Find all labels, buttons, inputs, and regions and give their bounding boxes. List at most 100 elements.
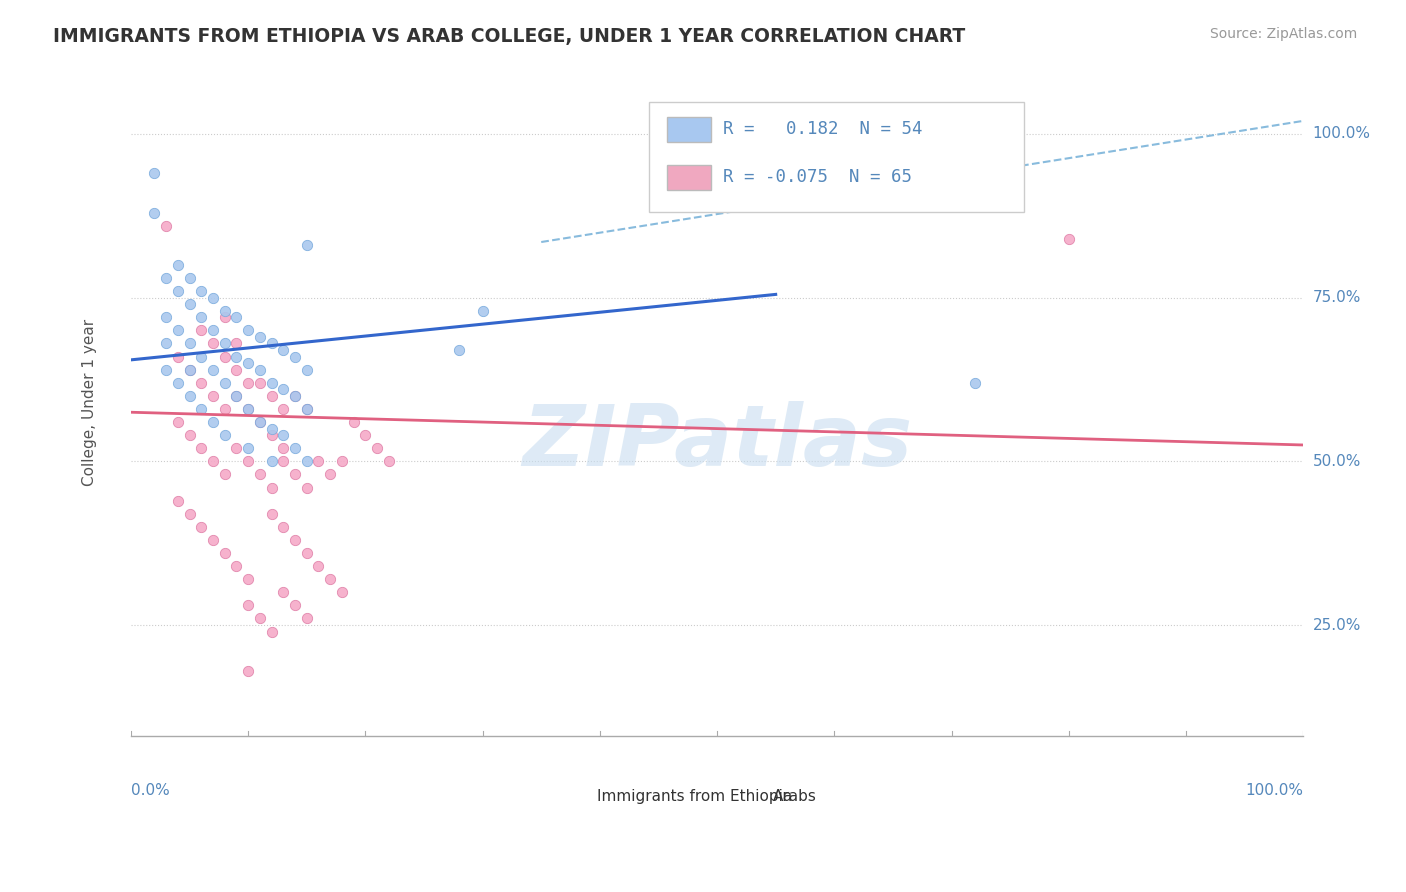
Point xyxy=(166,415,188,429)
Point xyxy=(201,454,224,468)
Point xyxy=(238,442,260,456)
Point xyxy=(284,350,307,364)
Point xyxy=(155,310,177,325)
Point xyxy=(471,303,494,318)
Text: 100.0%: 100.0% xyxy=(1313,127,1371,142)
Text: 100.0%: 100.0% xyxy=(1246,783,1303,798)
Point xyxy=(319,467,342,482)
Point xyxy=(284,442,307,456)
Point xyxy=(155,271,177,285)
Point xyxy=(190,376,212,390)
Point xyxy=(238,323,260,337)
Point xyxy=(166,350,188,364)
Point xyxy=(201,389,224,403)
Point xyxy=(214,303,236,318)
Point xyxy=(155,219,177,233)
Point xyxy=(166,323,188,337)
Point xyxy=(260,481,283,495)
Point xyxy=(238,572,260,586)
Point xyxy=(179,428,201,442)
Point xyxy=(225,336,247,351)
Point xyxy=(284,389,307,403)
Point xyxy=(179,336,201,351)
Point xyxy=(1057,232,1080,246)
Point xyxy=(190,284,212,298)
Point xyxy=(295,401,318,416)
Point xyxy=(179,297,201,311)
Point xyxy=(249,330,271,344)
Point xyxy=(249,362,271,376)
Point xyxy=(260,376,283,390)
FancyBboxPatch shape xyxy=(666,165,711,190)
Text: ZIPatlas: ZIPatlas xyxy=(522,401,912,484)
Point xyxy=(260,507,283,521)
Point xyxy=(284,467,307,482)
Text: Arabs: Arabs xyxy=(773,789,817,804)
Point xyxy=(179,362,201,376)
Point xyxy=(201,415,224,429)
FancyBboxPatch shape xyxy=(738,789,763,808)
Point xyxy=(214,376,236,390)
Point xyxy=(238,454,260,468)
Point xyxy=(225,389,247,403)
Point xyxy=(273,442,295,456)
Point xyxy=(214,546,236,560)
Point xyxy=(155,362,177,376)
Point xyxy=(366,442,388,456)
Point xyxy=(201,362,224,376)
Point xyxy=(249,415,271,429)
Point xyxy=(214,350,236,364)
Point xyxy=(295,546,318,560)
Point xyxy=(295,238,318,252)
Point xyxy=(273,343,295,357)
Point xyxy=(214,428,236,442)
Point xyxy=(295,611,318,625)
Point xyxy=(166,258,188,272)
Point xyxy=(319,572,342,586)
Text: R =   0.182  N = 54: R = 0.182 N = 54 xyxy=(723,120,922,137)
Point xyxy=(343,415,366,429)
Text: Immigrants from Ethiopia: Immigrants from Ethiopia xyxy=(598,789,793,804)
Point xyxy=(249,467,271,482)
Point xyxy=(214,310,236,325)
Point xyxy=(249,611,271,625)
Point xyxy=(449,343,471,357)
Point xyxy=(295,454,318,468)
Point xyxy=(225,310,247,325)
Text: 50.0%: 50.0% xyxy=(1313,454,1361,469)
Point xyxy=(179,389,201,403)
Point xyxy=(330,585,353,599)
Point xyxy=(166,376,188,390)
Point xyxy=(330,454,353,468)
Point xyxy=(238,401,260,416)
Point xyxy=(354,428,377,442)
FancyBboxPatch shape xyxy=(562,789,588,808)
Point xyxy=(273,454,295,468)
Point xyxy=(284,533,307,547)
Point xyxy=(260,422,283,436)
Point xyxy=(284,389,307,403)
Point xyxy=(214,467,236,482)
Point xyxy=(260,389,283,403)
Point xyxy=(214,336,236,351)
Text: 75.0%: 75.0% xyxy=(1313,290,1361,305)
Point xyxy=(273,520,295,534)
Point xyxy=(260,336,283,351)
Text: 0.0%: 0.0% xyxy=(131,783,170,798)
Point xyxy=(273,382,295,396)
Point xyxy=(238,356,260,370)
Point xyxy=(260,454,283,468)
Point xyxy=(190,520,212,534)
Point xyxy=(143,166,166,180)
Point xyxy=(179,507,201,521)
Point xyxy=(308,454,330,468)
Text: Source: ZipAtlas.com: Source: ZipAtlas.com xyxy=(1209,27,1357,41)
Text: College, Under 1 year: College, Under 1 year xyxy=(83,318,97,486)
Text: 25.0%: 25.0% xyxy=(1313,617,1361,632)
Point xyxy=(273,585,295,599)
Point xyxy=(249,415,271,429)
Point xyxy=(190,350,212,364)
Point xyxy=(238,599,260,613)
Point xyxy=(190,401,212,416)
Point xyxy=(190,310,212,325)
